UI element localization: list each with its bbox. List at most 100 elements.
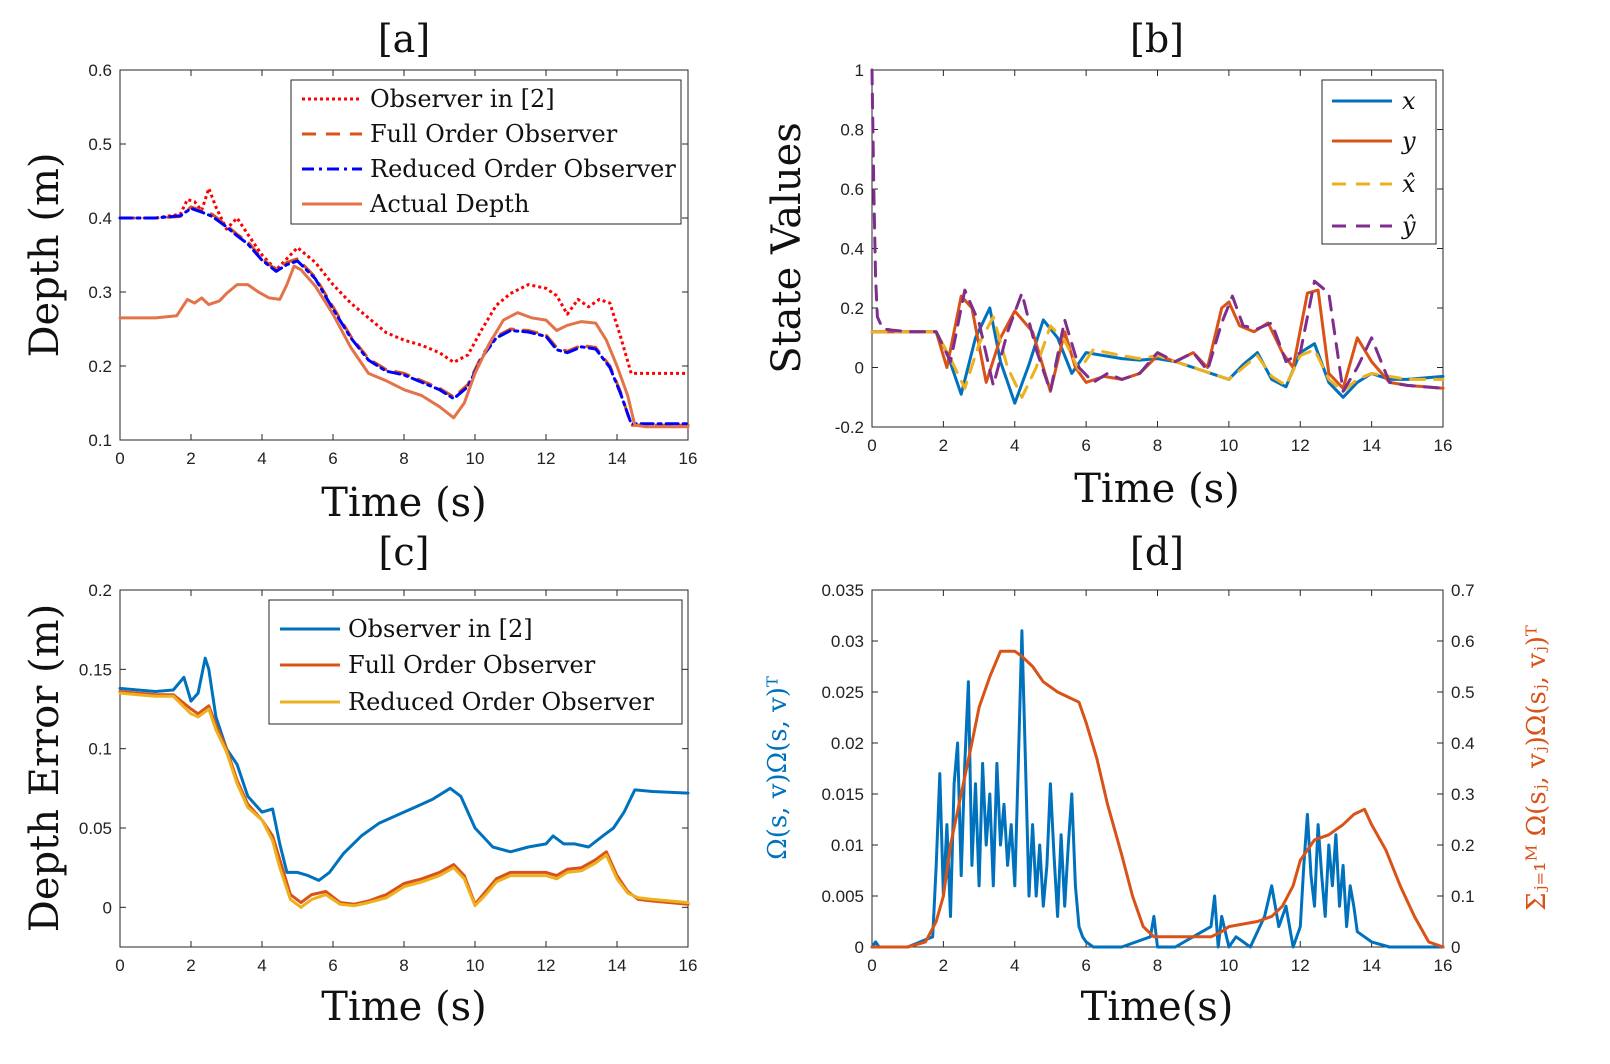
x-tick-label: 14 <box>1362 956 1381 975</box>
x-tick-label: 2 <box>939 956 948 975</box>
panel-a: [a] 0 2 4 6 8 10 12 14 16 0.1 0.2 0.3 0.4 0.5 0.6 Time… <box>22 17 697 526</box>
panel-b-ylabel: State Values <box>764 122 810 374</box>
x-tick-label: 10 <box>466 449 485 468</box>
x-tick-label: 10 <box>1219 956 1238 975</box>
x-tick-label: 16 <box>679 956 698 975</box>
legend-label: Full Order Observer <box>348 651 596 679</box>
y-tick-label: 0.01 <box>831 836 864 855</box>
y-tick-label: 0.6 <box>88 61 112 80</box>
x-tick-label: 6 <box>328 956 337 975</box>
panel-d: [d] 0 2 4 6 8 10 12 14 1600.0050.010.0150.020.02… <box>763 530 1552 1030</box>
y-right-tick-label: 0.6 <box>1451 632 1475 651</box>
panel-c-title: [c] <box>379 530 430 574</box>
legend-label: Reduced Order Observer <box>370 155 676 183</box>
y-tick-label: 0.6 <box>840 180 864 199</box>
panel-a-ylabel: Depth (m) <box>22 152 68 357</box>
series-line-b-2 <box>870 315 1445 399</box>
series-line-a-2 <box>118 206 690 426</box>
y-tick-label: 0.05 <box>79 819 112 838</box>
legend-label: y <box>1401 127 1416 155</box>
series-line-d-1 <box>870 649 1445 949</box>
x-tick-label: 16 <box>679 449 698 468</box>
x-tick-label: 6 <box>328 449 337 468</box>
x-tick-label: 12 <box>537 449 556 468</box>
legend-box <box>290 79 682 225</box>
panel-b-legend: x y x̂ ŷ <box>1321 79 1437 245</box>
panel-b: [b] 0 2 4 6 8 10 12 14 16-0.200.20.40.60.81 Time… <box>764 17 1452 512</box>
x-tick-label: 12 <box>1291 436 1310 455</box>
y-tick-label: 0 <box>855 938 864 957</box>
panel-c: [c] 0 2 4 6 8 10 12 14 16 0 0.05 0.1 0.15 0.2 Time (s… <box>22 530 697 1030</box>
y-tick-label: 0.2 <box>840 299 864 318</box>
y-tick-label: 1 <box>855 61 864 80</box>
y-tick-label: 0.4 <box>840 240 864 259</box>
legend-label: Actual Depth <box>369 190 529 218</box>
series-line-a-3 <box>118 264 690 429</box>
y-tick-label: 0.015 <box>821 785 864 804</box>
panel-a-xlabel: Time (s) <box>321 480 487 526</box>
legend-label: Reduced Order Observer <box>348 688 654 716</box>
series-line-a-0 <box>120 186 688 375</box>
y-tick-label: 0.5 <box>88 135 112 154</box>
x-tick-label: 16 <box>1434 436 1453 455</box>
y-right-tick-label: 0.3 <box>1451 785 1475 804</box>
y-tick-label: 0.02 <box>831 734 864 753</box>
panel-c-ylabel: Depth Error (m) <box>22 604 68 932</box>
x-tick-label: 12 <box>537 956 556 975</box>
x-tick-label: 14 <box>608 449 627 468</box>
x-tick-label: 14 <box>608 956 627 975</box>
y-tick-label: 0.005 <box>821 887 864 906</box>
y-right-tick-label: 0.4 <box>1451 734 1475 753</box>
x-tick-label: 4 <box>1010 436 1019 455</box>
x-tick-label: 12 <box>1291 956 1310 975</box>
y-tick-label: 0.4 <box>88 209 112 228</box>
y-tick-label: 0.1 <box>88 431 112 450</box>
x-tick-label: 6 <box>1081 956 1090 975</box>
legend-label: Full Order Observer <box>370 120 618 148</box>
y-tick-label: 0.8 <box>840 121 864 140</box>
legend-box <box>1321 79 1437 245</box>
y-tick-label: -0.2 <box>835 418 864 437</box>
x-tick-label: 2 <box>186 956 195 975</box>
panel-a-title: [a] <box>378 17 430 61</box>
y-tick-label: 0.1 <box>88 740 112 759</box>
panel-d-ylabel-right: Σⱼ₌₁ᴹ Ω(sⱼ, vⱼ)Ω(sⱼ, vⱼ)ᵀ <box>1522 625 1552 911</box>
x-tick-label: 8 <box>1153 436 1162 455</box>
x-tick-label: 4 <box>1010 956 1019 975</box>
y-tick-label: 0 <box>855 359 864 378</box>
y-tick-label: 0.025 <box>821 683 864 702</box>
y-right-tick-label: 0.5 <box>1451 683 1475 702</box>
x-tick-label: 4 <box>257 956 266 975</box>
x-tick-label: 0 <box>867 436 876 455</box>
y-tick-label: 0.2 <box>88 357 112 376</box>
x-tick-label: 0 <box>115 449 124 468</box>
x-tick-label: 2 <box>186 449 195 468</box>
x-tick-label: 0 <box>867 956 876 975</box>
y-tick-label: 0.035 <box>821 581 864 600</box>
panel-d-ylabel-left: Ω(s, v)Ω(s, v)ᵀ <box>763 676 793 860</box>
y-tick-label: 0 <box>103 898 112 917</box>
series-line-d-0 <box>870 629 1445 949</box>
y-tick-label: 0.2 <box>88 581 112 600</box>
panel-c-xlabel: Time (s) <box>321 984 487 1030</box>
x-tick-label: 10 <box>1219 436 1238 455</box>
y-right-tick-label: 0.1 <box>1451 887 1475 906</box>
y-right-tick-label: 0.7 <box>1451 581 1475 600</box>
panel-d-title: [d] <box>1130 530 1184 574</box>
panel-c-legend: Observer in [2] Full Order Observer Redu… <box>268 599 683 725</box>
x-tick-label: 6 <box>1081 436 1090 455</box>
panel-b-title: [b] <box>1130 17 1184 61</box>
x-tick-label: 10 <box>466 956 485 975</box>
panel-a-legend: Observer in [2] Full Order Observer Redu… <box>290 79 682 225</box>
panel-d-xlabel: Time(s) <box>1081 984 1234 1030</box>
legend-label: Observer in [2] <box>348 615 533 643</box>
x-tick-label: 0 <box>115 956 124 975</box>
legend-label: ŷ <box>1401 212 1416 240</box>
series-line-c-1 <box>118 690 690 906</box>
series-line-c-2 <box>118 691 690 909</box>
x-tick-label: 2 <box>939 436 948 455</box>
y-right-tick-label: 0 <box>1451 938 1460 957</box>
series-line-c-0 <box>118 656 690 882</box>
y-tick-label: 0.03 <box>831 632 864 651</box>
